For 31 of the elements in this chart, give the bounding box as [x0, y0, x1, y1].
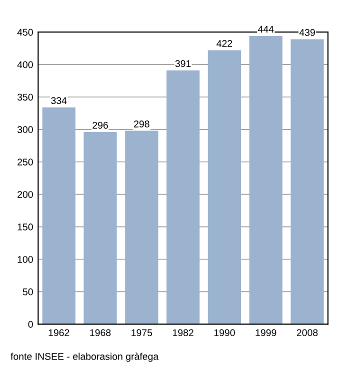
source-note: fonte INSEE - elaborasion gràfega [10, 352, 159, 362]
x-tick-label: 2008 [296, 329, 318, 336]
x-tick-label: 1962 [48, 329, 70, 336]
x-tick-label: 1975 [132, 329, 152, 336]
y-tick-label: 400 [17, 61, 33, 68]
data-label: 439 [299, 29, 315, 36]
bar [166, 70, 200, 324]
y-tick-label: 50 [22, 288, 33, 296]
bar [84, 132, 117, 324]
y-tick-label: 300 [17, 126, 33, 134]
bar [290, 39, 324, 324]
data-label: 334 [51, 97, 67, 104]
y-tick-label: 450 [17, 28, 33, 36]
y-tick-label: 100 [18, 256, 33, 263]
data-label: 296 [92, 122, 108, 129]
bar [249, 36, 282, 324]
x-tick-label: 1990 [214, 329, 235, 336]
data-label: 422 [216, 40, 232, 47]
y-tick-label: 350 [17, 94, 33, 101]
data-label: 444 [258, 26, 274, 33]
bar [125, 130, 158, 324]
x-tick-label: 1982 [172, 329, 194, 336]
y-tick-label: 0 [28, 320, 33, 328]
x-tick-label: 1999 [256, 329, 276, 336]
y-tick-label: 250 [18, 158, 33, 166]
y-tick-label: 200 [18, 191, 33, 198]
y-tick-label: 150 [18, 224, 33, 230]
x-tick-label: 1968 [90, 329, 111, 336]
data-label: 298 [134, 120, 150, 128]
bar [42, 107, 76, 324]
data-label: 391 [175, 60, 191, 68]
